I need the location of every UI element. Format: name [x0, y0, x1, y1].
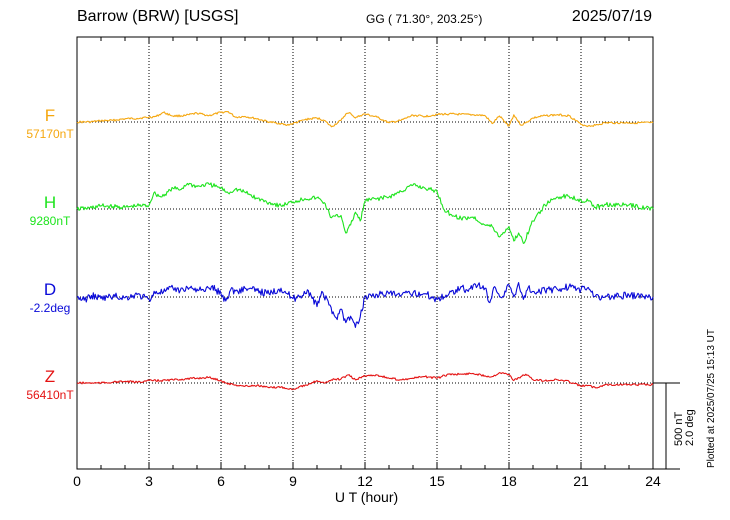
x-tick-label: 12: [357, 473, 373, 489]
x-axis-label: U T (hour): [334, 489, 399, 505]
component-letter: D: [43, 280, 57, 299]
x-tick-label: 3: [145, 473, 153, 489]
component-baseline: 9280nT: [29, 214, 71, 228]
scale-label-deg: 2.0 deg: [684, 409, 696, 446]
scale-label-nt: 500 nT: [673, 411, 685, 446]
series-line-f: [76, 110, 654, 128]
x-tick-label: 18: [501, 473, 517, 489]
station-coordinates: GG ( 71.30°, 203.25°): [366, 12, 483, 26]
component-label-h: H 9280nT: [14, 193, 86, 228]
chart-title: Barrow (BRW) [USGS]: [77, 8, 239, 25]
chart-date: 2025/07/19: [571, 8, 652, 25]
component-baseline: 56410nT: [26, 388, 74, 402]
component-letter: H: [43, 193, 57, 212]
x-tick-label: 24: [645, 473, 661, 489]
x-tick-label: 0: [73, 473, 81, 489]
series-line-d: [76, 282, 654, 328]
series-line-h: [76, 182, 654, 244]
plotted-timestamp: Plotted at 2025/07/25 15:13 UT: [706, 329, 717, 468]
component-letter: Z: [44, 367, 56, 386]
series-line-z: [76, 372, 654, 391]
x-tick-label: 21: [573, 473, 589, 489]
component-label-d: D -2.2deg: [14, 280, 86, 315]
component-label-z: Z 56410nT: [14, 367, 86, 402]
component-baseline: -2.2deg: [29, 301, 71, 315]
scale-label: 500 nT 2.0 deg: [673, 409, 696, 446]
component-label-f: F 57170nT: [14, 106, 86, 141]
component-letter: F: [44, 106, 56, 125]
component-baseline: 57170nT: [26, 127, 74, 141]
x-tick-label: 15: [429, 473, 445, 489]
x-tick-label: 6: [217, 473, 225, 489]
x-tick-label: 9: [289, 473, 297, 489]
